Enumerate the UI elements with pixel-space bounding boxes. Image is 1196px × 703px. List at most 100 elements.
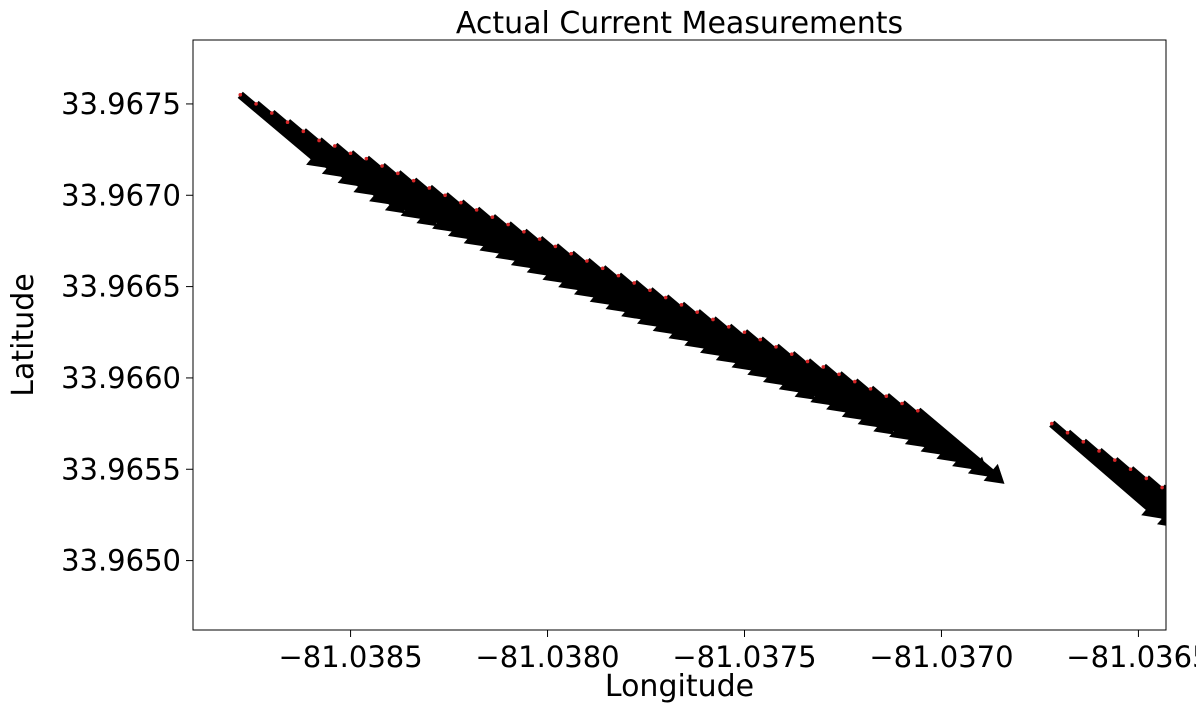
measurement-point — [317, 138, 321, 143]
measurement-point — [427, 186, 432, 190]
current-arrow — [710, 316, 800, 393]
current-arrow — [363, 155, 453, 232]
measurement-point — [443, 193, 447, 198]
plot-frame — [192, 39, 1167, 631]
current-arrow — [1112, 457, 1166, 510]
measurement-point — [348, 151, 353, 156]
y-tick-label: 33.9650 — [61, 544, 181, 578]
x-tick-label: −81.0370 — [869, 640, 1013, 674]
x-axis: −81.0385 −81.0380 −81.0375 −81.0370 −81.0365 — [278, 630, 1196, 674]
current-arrow — [915, 407, 1005, 484]
current-arrow — [1127, 466, 1166, 506]
measurement-point — [1097, 449, 1101, 453]
y-tick-label: 33.9665 — [61, 270, 181, 304]
measurement-point — [238, 92, 243, 97]
measurement-point — [301, 129, 306, 134]
measurement-point — [254, 102, 258, 106]
measurement-point — [569, 251, 573, 256]
measurement-point — [1112, 458, 1117, 462]
current-arrow — [647, 287, 737, 364]
current-arrow — [631, 279, 721, 356]
measurement-point — [600, 266, 605, 271]
measurement-point — [868, 387, 873, 391]
measurement-point — [1160, 485, 1164, 490]
measurement-point — [837, 372, 841, 377]
current-arrow — [568, 250, 658, 327]
measurement-point — [758, 337, 763, 342]
current-arrow — [615, 272, 706, 349]
measurement-point — [506, 222, 510, 227]
measurement-point — [1065, 430, 1070, 435]
current-arrow — [883, 393, 973, 470]
measurement-point — [711, 317, 715, 322]
current-arrow — [552, 243, 643, 320]
measurement-point — [269, 111, 274, 115]
measurement-point — [726, 324, 731, 329]
measurement-point — [695, 310, 700, 314]
current-arrow — [804, 358, 895, 435]
current-arrow — [852, 378, 942, 455]
measurement-point — [916, 409, 920, 413]
measurement-point — [553, 244, 558, 249]
measurement-point — [522, 229, 526, 234]
current-arrow — [820, 363, 910, 440]
x-tick-label: −81.0375 — [672, 640, 816, 674]
current-arrow — [379, 163, 469, 240]
y-tick-label: 33.9660 — [61, 361, 181, 395]
measurement-point — [789, 352, 794, 356]
measurement-point — [490, 215, 495, 219]
measurement-point — [1144, 476, 1149, 481]
measurement-point — [884, 394, 889, 398]
current-arrow — [426, 184, 516, 261]
chart-title: Actual Current Measurements — [456, 6, 903, 41]
measurement-point — [852, 379, 857, 384]
current-arrow — [694, 309, 784, 386]
measurement-point — [742, 330, 747, 335]
measurement-point — [364, 156, 369, 161]
y-tick-label: 33.9675 — [61, 87, 181, 121]
measurement-point — [380, 164, 384, 168]
measurement-point — [679, 303, 684, 307]
measurement-point — [333, 144, 337, 148]
measurement-point — [537, 237, 542, 241]
current-arrow — [584, 258, 674, 335]
current-arrow — [1143, 475, 1166, 501]
current-arrow — [489, 214, 579, 291]
measurement-point — [805, 359, 810, 364]
measurement-point — [900, 401, 904, 406]
measurement-point — [285, 120, 290, 124]
current-arrow — [521, 228, 611, 305]
current-arrow — [1064, 429, 1166, 526]
arrow-layer — [237, 91, 1196, 601]
current-arrow — [411, 177, 501, 254]
current-arrow — [836, 371, 926, 448]
current-arrow — [332, 142, 422, 219]
measurement-point — [1049, 421, 1054, 426]
current-arrow — [789, 351, 879, 428]
y-tick-label: 33.9655 — [61, 452, 181, 486]
current-arrow — [395, 170, 485, 247]
current-arrow — [1191, 503, 1196, 601]
current-arrow — [600, 265, 690, 342]
current-arrow — [741, 329, 832, 406]
y-axis-label: Latitude — [6, 273, 41, 396]
measurement-point — [1176, 495, 1180, 499]
x-axis-label: Longitude — [605, 669, 754, 703]
measurement-point — [1081, 440, 1086, 444]
measurement-point — [1192, 504, 1196, 508]
measurement-point — [774, 345, 778, 349]
x-tick-label: −81.0385 — [278, 640, 422, 674]
measurement-point — [663, 295, 668, 300]
y-axis: 33.9650 33.9655 33.9660 33.9665 33.9670 33.96… — [61, 87, 193, 578]
current-arrow — [316, 137, 406, 214]
measurement-point — [459, 200, 463, 205]
measurement-point — [632, 281, 636, 285]
measurement-point — [585, 259, 589, 263]
measurement-point — [411, 178, 416, 183]
measurement-point — [648, 288, 652, 293]
x-tick-label: −81.0380 — [475, 640, 619, 674]
measurement-point — [616, 273, 621, 278]
current-arrow — [773, 343, 863, 420]
current-arrow — [1159, 484, 1166, 497]
